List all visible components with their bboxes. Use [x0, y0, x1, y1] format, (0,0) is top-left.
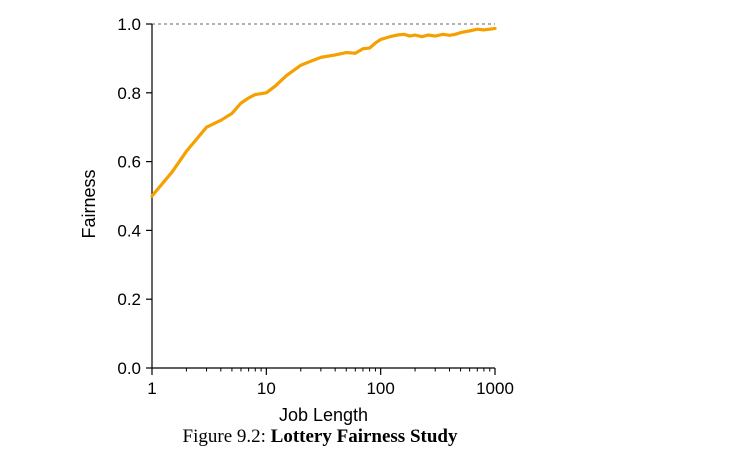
x-tick-label: 1 — [147, 379, 156, 398]
figure-caption: Figure 9.2: Lottery Fairness Study — [0, 426, 640, 448]
x-tick-label: 1000 — [476, 379, 514, 398]
caption-title: Lottery Fairness Study — [270, 426, 458, 447]
y-tick-label: 0.2 — [117, 290, 141, 309]
y-tick-label: 0.4 — [117, 221, 141, 240]
ticks: 0.0 0.2 0.4 0.6 0.8 1.0 1 10 100 1000 — [117, 15, 514, 398]
x-axis-title: Job Length — [279, 405, 368, 425]
y-axis-title: Fairness — [79, 169, 99, 238]
fairness-chart: 0.00.20.40.60.81.01 10 100 1000 Job Length … — [79, 15, 514, 425]
x-tick-label: 10 — [257, 379, 276, 398]
y-tick-label: 0.6 — [117, 153, 141, 172]
x-tick-label: 100 — [366, 379, 394, 398]
y-tick-label: 1.0 — [117, 15, 141, 34]
axes — [151, 24, 495, 369]
y-tick-label: 0.8 — [117, 84, 141, 103]
fairness-series-line — [150, 26, 497, 198]
series-layer — [150, 26, 497, 198]
caption-prefix: Figure 9.2: — [182, 426, 271, 447]
y-tick-label: 0.0 — [117, 359, 141, 378]
